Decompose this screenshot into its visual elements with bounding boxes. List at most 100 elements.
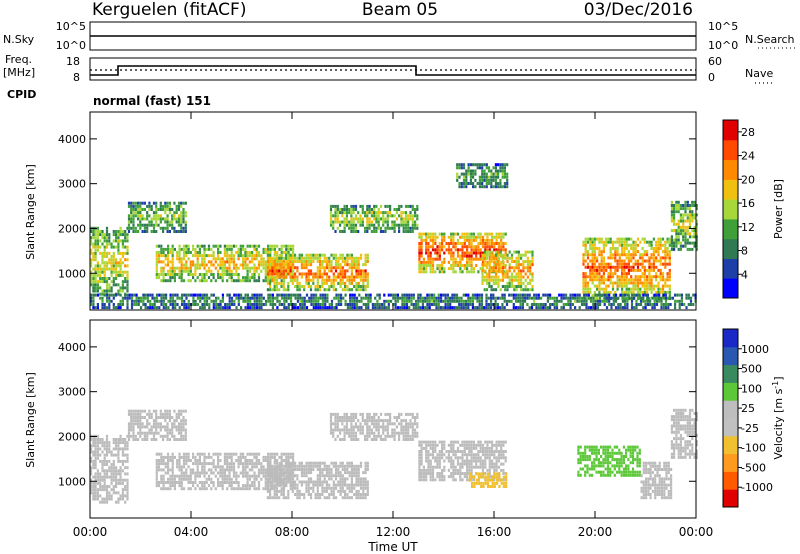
range-cell [350, 214, 353, 218]
range-cell [471, 293, 474, 297]
range-cell [189, 263, 192, 267]
range-cell [497, 263, 500, 267]
range-cell [166, 217, 169, 221]
range-cell [171, 474, 174, 478]
range-cell [531, 256, 534, 260]
range-cell [462, 306, 465, 310]
range-cell [328, 275, 331, 279]
range-cell [150, 425, 153, 429]
range-cell [605, 243, 608, 247]
range-cell [251, 452, 254, 456]
range-cell [176, 257, 179, 261]
range-cell [477, 242, 480, 245]
range-cell [103, 469, 106, 473]
range-cell [405, 303, 409, 306]
range-cell [644, 306, 647, 310]
range-cell [353, 263, 356, 267]
range-cell [472, 163, 475, 167]
range-cell [591, 259, 594, 263]
range-cell [420, 232, 423, 236]
range-cell [481, 281, 484, 285]
range-cell [409, 214, 412, 218]
range-cell [187, 306, 190, 310]
range-cell [422, 232, 425, 236]
range-cell [352, 226, 355, 230]
range-cell [589, 275, 592, 279]
range-cell [257, 481, 261, 484]
range-cell [476, 293, 479, 297]
range-cell [469, 303, 472, 306]
range-cell [501, 296, 504, 300]
range-cell [546, 306, 549, 310]
range-cell [666, 262, 669, 266]
range-cell [584, 278, 587, 282]
range-cell [143, 409, 146, 413]
range-cell [436, 254, 439, 258]
range-cell [260, 257, 263, 261]
range-cell [674, 293, 677, 297]
range-cell [687, 293, 690, 297]
range-cell [180, 273, 183, 276]
range-cell [380, 303, 384, 306]
range-cell [155, 306, 159, 310]
range-cell [596, 237, 599, 241]
range-cell [173, 217, 176, 221]
range-cell [171, 217, 174, 221]
range-cell [362, 272, 365, 276]
range-cell [182, 208, 185, 211]
range-cell [361, 223, 364, 227]
range-cell [466, 238, 469, 242]
range-cell [526, 263, 529, 267]
range-cell [127, 214, 131, 218]
range-cell [90, 251, 93, 255]
range-cell [105, 450, 109, 454]
range-cell [94, 264, 97, 268]
range-cell [169, 477, 172, 481]
range-cell [148, 409, 151, 413]
freq-label: Freq. [5, 53, 32, 66]
range-cell [292, 459, 295, 462]
range-cell [137, 230, 140, 233]
range-cell [627, 243, 630, 247]
range-cell [108, 450, 111, 454]
range-cell [108, 286, 111, 290]
range-cell [257, 254, 261, 258]
range-cell [217, 471, 220, 475]
power-colorbar-frame [722, 119, 739, 299]
range-cell [333, 306, 336, 310]
range-cell [408, 293, 411, 297]
range-cell [90, 456, 93, 460]
range-cell [648, 243, 651, 247]
range-cell [212, 465, 215, 469]
range-cell [472, 270, 475, 274]
range-cell [655, 293, 659, 297]
range-cell [230, 276, 233, 280]
range-cell [185, 244, 188, 248]
range-cell [207, 276, 211, 280]
range-cell [467, 303, 470, 306]
range-cell [551, 303, 554, 306]
range-cell [492, 296, 495, 300]
range-cell [121, 289, 124, 293]
range-cell [152, 434, 156, 438]
range-cell [440, 299, 443, 303]
range-cell [466, 254, 469, 258]
range-cell [682, 229, 685, 233]
range-cell [624, 299, 627, 303]
range-cell [401, 299, 404, 303]
range-cell [453, 306, 456, 310]
range-cell [677, 219, 680, 223]
range-cell [350, 211, 353, 215]
range-cell [92, 441, 95, 445]
range-cell [650, 268, 653, 272]
range-cell [228, 465, 231, 469]
range-cell [264, 279, 267, 283]
range-cell [278, 303, 281, 306]
range-cell [453, 296, 456, 300]
range-cell [658, 296, 661, 300]
range-cell [546, 296, 549, 300]
range-cell [176, 254, 179, 258]
range-cell [330, 253, 333, 257]
range-cell [132, 438, 135, 441]
range-cell [289, 253, 292, 257]
